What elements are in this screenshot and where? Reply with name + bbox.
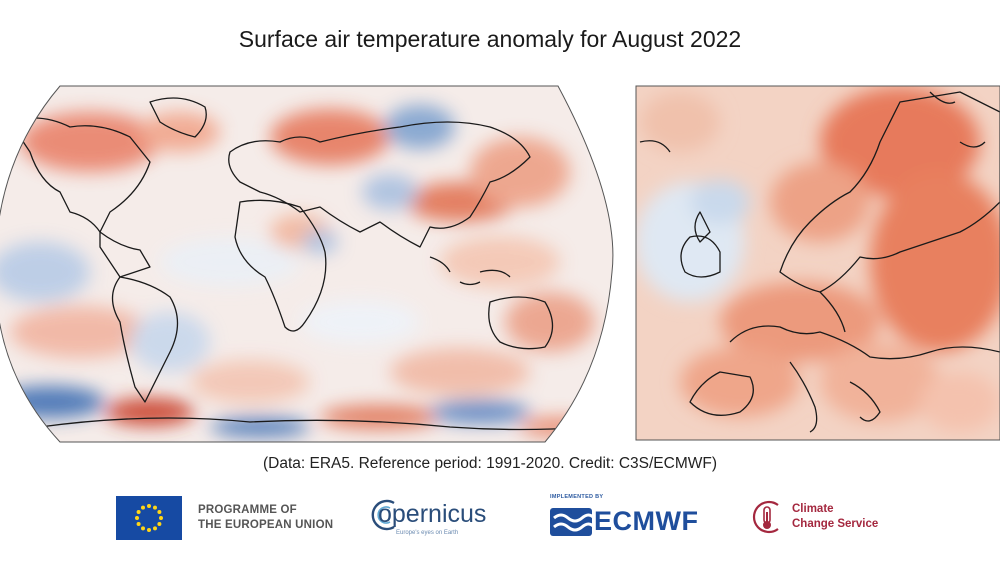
maps-figure bbox=[0, 85, 1000, 443]
world-anomaly-map bbox=[0, 85, 614, 443]
copernicus-logo: opernicus Europe's eyes on Earth bbox=[370, 492, 500, 542]
copernicus-name: opernicus bbox=[378, 500, 487, 528]
ecmwf-logo: IMPLEMENTED BY ECMWF bbox=[548, 490, 728, 540]
ecmwf-implemented-by: IMPLEMENTED BY bbox=[550, 494, 604, 500]
page-title: Surface air temperature anomaly for Augu… bbox=[238, 26, 742, 52]
eu-flag-logo bbox=[116, 496, 182, 540]
eu-programme-text: PROGRAMME OF THE EUROPEAN UNION bbox=[198, 503, 333, 533]
eu-text-line2: THE EUROPEAN UNION bbox=[198, 519, 334, 531]
eu-text-line1: PROGRAMME OF bbox=[198, 504, 297, 516]
c3s-line2: Change Service bbox=[792, 518, 879, 530]
ecmwf-wave-icon bbox=[550, 508, 592, 536]
ecmwf-name: ECMWF bbox=[594, 506, 699, 536]
c3s-line1: Climate bbox=[792, 503, 834, 515]
thermometer-icon bbox=[752, 500, 779, 534]
data-credit-caption: (Data: ERA5. Reference period: 1991-2020… bbox=[263, 455, 717, 472]
c3s-logo: Climate Change Service bbox=[748, 496, 908, 541]
copernicus-c-icon bbox=[371, 499, 395, 531]
europe-anomaly-map bbox=[635, 85, 1000, 441]
copernicus-tagline: Europe's eyes on Earth bbox=[396, 530, 459, 536]
c3s-name: Climate Change Service bbox=[792, 502, 878, 532]
